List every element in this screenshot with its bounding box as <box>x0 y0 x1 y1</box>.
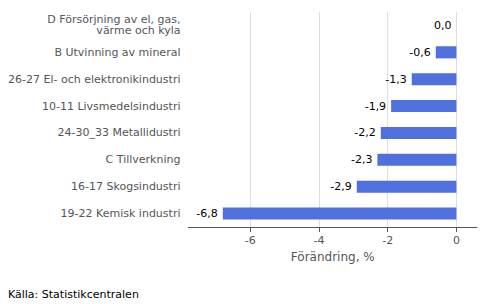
svg-text:0: 0 <box>453 234 460 247</box>
svg-text:-4: -4 <box>314 234 325 247</box>
svg-text:-1,3: -1,3 <box>385 73 406 86</box>
svg-text:B Utvinning av mineral: B Utvinning av mineral <box>54 46 180 59</box>
svg-text:C Tillverkning: C Tillverkning <box>106 153 181 166</box>
svg-text:26-27 El- och elektronikindust: 26-27 El- och elektronikindustri <box>8 73 180 86</box>
svg-text:Källa: Statistikcentralen: Källa: Statistikcentralen <box>8 288 139 301</box>
svg-text:-6,8: -6,8 <box>196 207 217 220</box>
svg-text:-6: -6 <box>245 234 256 247</box>
svg-text:0,0: 0,0 <box>434 19 452 32</box>
svg-text:-0,6: -0,6 <box>409 46 430 59</box>
svg-text:-2,9: -2,9 <box>330 180 351 193</box>
svg-text:D Försörjning av el, gas,: D Försörjning av el, gas, <box>47 13 181 27</box>
svg-text:-2,3: -2,3 <box>351 153 372 166</box>
svg-text:16-17 Skogsindustri: 16-17 Skogsindustri <box>71 180 180 193</box>
svg-text:-1,9: -1,9 <box>365 100 386 113</box>
svg-text:-2,2: -2,2 <box>354 126 375 139</box>
svg-text:10-11 Livsmedelsindustri: 10-11 Livsmedelsindustri <box>42 100 181 113</box>
svg-text:-2: -2 <box>382 234 393 247</box>
svg-text:19-22 Kemisk industri: 19-22 Kemisk industri <box>61 207 181 220</box>
svg-text:värme och kyla: värme och kyla <box>96 24 180 37</box>
svg-text:24-30_33 Metallidustri: 24-30_33 Metallidustri <box>57 126 180 139</box>
svg-text:Förändring, %: Förändring, % <box>291 250 375 264</box>
